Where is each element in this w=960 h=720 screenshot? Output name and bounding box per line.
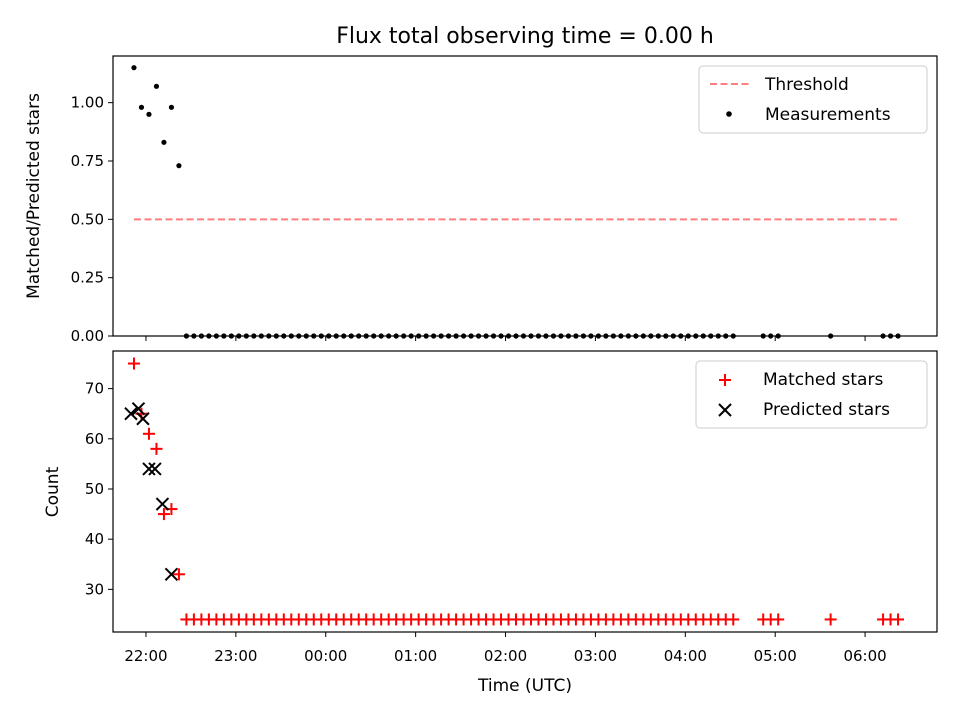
top-legend: Threshold Measurements — [698, 65, 928, 134]
legend-matched-label: Matched stars — [763, 370, 883, 390]
x-tick-label: 01:00 — [394, 647, 437, 665]
legend-predicted-swatch — [718, 403, 732, 417]
x-tick-label: 00:00 — [304, 647, 347, 665]
bottom-legend: Matched stars Predicted stars — [695, 360, 928, 429]
matched-star-point — [142, 427, 155, 440]
measurement-point — [161, 139, 167, 145]
matched-star-point — [172, 568, 185, 581]
predicted-star-point — [136, 412, 150, 426]
matched-star-point — [157, 508, 170, 521]
legend-measurements-label: Measurements — [765, 105, 891, 125]
legend-measurements-swatch — [726, 111, 732, 117]
matched-star-point — [150, 442, 163, 455]
predicted-star-point — [142, 462, 156, 476]
top-y-tick-label: 0.00 — [71, 327, 104, 345]
chart-title: Flux total observing time = 0.00 h — [336, 24, 714, 49]
bottom-y-tick-label: 70 — [85, 380, 104, 398]
bottom-y-tick-label: 40 — [85, 530, 104, 548]
top-y-tick-label: 0.50 — [71, 210, 104, 228]
bottom-legend-box — [695, 360, 928, 429]
bottom-y-tick-label: 30 — [85, 580, 104, 598]
matched-star-point — [127, 357, 140, 370]
predicted-star-point — [148, 462, 162, 476]
bottom-y-tick-label: 60 — [85, 430, 104, 448]
measurement-point — [176, 163, 182, 169]
predicted-star-point — [131, 401, 146, 416]
predicted-star-point — [124, 407, 138, 421]
x-tick-label: 02:00 — [484, 647, 527, 665]
matched-star-point — [727, 613, 740, 626]
matched-star-point — [892, 613, 905, 626]
predicted-star-point — [155, 497, 170, 511]
top-axes-frame — [112, 55, 938, 337]
measurement-point — [131, 65, 137, 71]
matched-star-point — [824, 613, 837, 626]
bottom-plot-area: 22:00 23:00 00:00 01:00 02:00 03:00 04:00 05:00… — [85, 357, 905, 665]
bottom-y-axis-label: Count — [43, 466, 63, 517]
legend-threshold-label: Threshold — [764, 75, 849, 95]
legend-predicted-label: Predicted stars — [763, 400, 890, 420]
measurement-point — [138, 104, 145, 110]
bottom-panel: 22:00 23:00 00:00 01:00 02:00 03:00 04:00 05:00… — [43, 350, 938, 696]
x-tick-label: 03:00 — [574, 647, 617, 665]
top-y-axis-label: Matched/Predicted stars — [24, 93, 44, 299]
top-y-tick-label: 0.75 — [71, 152, 104, 170]
measurement-point — [153, 83, 160, 89]
legend-matched-swatch — [719, 374, 731, 386]
predicted-star-point — [164, 567, 179, 582]
measurement-point — [146, 111, 152, 117]
bottom-axes-frame — [112, 350, 938, 633]
x-tick-label: 23:00 — [214, 647, 257, 665]
x-tick-label: 05:00 — [754, 647, 797, 665]
top-y-tick-label: 0.25 — [71, 269, 104, 287]
x-tick-label: 22:00 — [124, 647, 167, 665]
matched-star-point — [772, 613, 785, 626]
top-legend-box — [698, 65, 928, 134]
measurement-point — [168, 104, 175, 110]
x-tick-label: 06:00 — [843, 647, 886, 665]
top-y-tick-label: 1.00 — [71, 94, 104, 112]
top-panel: Flux total observing time = 0.00 h 0.00 0… — [24, 24, 938, 345]
bottom-y-tick-label: 50 — [85, 480, 104, 498]
x-tick-label: 04:00 — [664, 647, 707, 665]
x-axis-label: Time (UTC) — [477, 676, 572, 696]
